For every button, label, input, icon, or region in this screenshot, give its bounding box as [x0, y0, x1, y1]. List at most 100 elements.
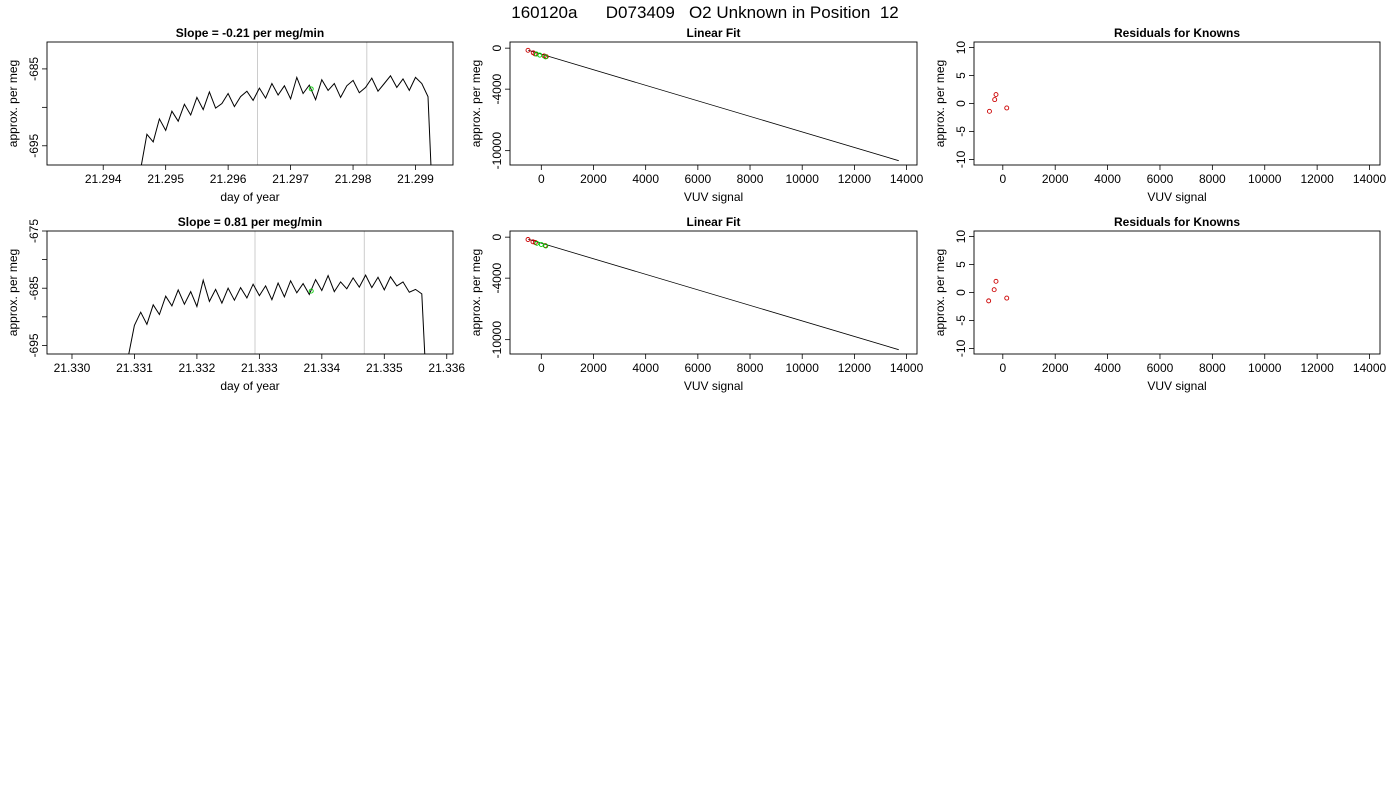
y-axis-label: approx. per meg	[6, 249, 20, 336]
chart-title: Residuals for Knowns	[1114, 26, 1240, 40]
plot-frame	[973, 41, 1381, 166]
data-point	[986, 298, 992, 304]
data-point	[1004, 295, 1010, 301]
y-axis-label: approx. per meg	[6, 60, 20, 147]
data-point	[537, 52, 543, 58]
x-tick-label: 8000	[737, 361, 764, 375]
x-tick-label: 14000	[1353, 172, 1387, 186]
x-tick-label: 10000	[786, 361, 820, 375]
x-tick-label: 8000	[1199, 172, 1226, 186]
x-tick-label: 0	[999, 361, 1006, 375]
x-tick-label: 4000	[632, 172, 659, 186]
x-tick-label: 12000	[838, 172, 872, 186]
x-axis-label: VUV signal	[684, 190, 743, 204]
x-tick-label: 21.298	[335, 172, 372, 186]
y-tick-label: -4000	[490, 262, 504, 293]
y-tick-label: 10	[954, 41, 968, 55]
series-line	[128, 274, 426, 354]
x-tick-label: 21.333	[241, 361, 278, 375]
x-tick-label: 21.295	[147, 172, 184, 186]
data-point	[538, 242, 544, 247]
x-tick-label: 21.336	[428, 361, 465, 375]
y-tick-label: -10	[954, 150, 968, 168]
chart-title: Linear Fit	[686, 215, 740, 229]
plot-area	[128, 274, 426, 354]
plot-area	[525, 237, 899, 351]
x-axis-label: day of year	[220, 190, 279, 204]
y-tick-label: -695	[27, 333, 41, 357]
x-tick-label: 2000	[580, 172, 607, 186]
chart-title: Slope = -0.21 per meg/min	[176, 26, 324, 40]
data-point	[987, 108, 992, 114]
data-point	[308, 288, 314, 294]
plot-frame	[973, 230, 1381, 355]
data-point	[530, 239, 536, 245]
y-axis-label: approx. per meg	[933, 60, 947, 147]
x-tick-label: 12000	[1300, 172, 1334, 186]
x-tick-label: 2000	[580, 361, 607, 375]
panel-ts2: Slope = 0.81 per meg/min 21.330 21.331 21.3…	[6, 215, 465, 393]
data-point	[525, 237, 531, 242]
x-tick-label: 21.332	[179, 361, 216, 375]
x-tick-label: 6000	[684, 172, 711, 186]
y-tick-label: -675	[27, 219, 41, 243]
y-tick-label: -10000	[490, 321, 504, 359]
x-tick-label: 0	[999, 172, 1006, 186]
page-title: 160120a D073409 O2 Unknown in Position 1…	[511, 3, 898, 22]
x-axis-label: VUV signal	[684, 379, 743, 393]
y-tick-label: -5	[954, 315, 968, 326]
x-tick-label: 21.299	[397, 172, 434, 186]
plot-frame	[46, 41, 454, 166]
x-tick-label: 0	[538, 172, 545, 186]
data-point	[308, 86, 314, 92]
x-tick-label: 14000	[890, 172, 924, 186]
y-tick-label: -5	[954, 126, 968, 137]
data-point	[992, 97, 998, 103]
panel-fit1: Linear Fit 0 2000 4000 6000 8000 10000 12000 140…	[469, 26, 924, 204]
data-point	[543, 54, 548, 60]
y-axis-label: approx. per meg	[469, 60, 483, 147]
plot-area	[987, 92, 1010, 114]
plot-frame	[509, 230, 918, 355]
plot-area	[986, 278, 1010, 304]
x-tick-label: 8000	[1199, 361, 1226, 375]
x-tick-label: 10000	[1248, 361, 1282, 375]
data-point	[1004, 105, 1010, 111]
plot-area	[140, 74, 432, 165]
x-tick-label: 21.296	[210, 172, 247, 186]
y-tick-label: 0	[490, 233, 504, 240]
x-tick-label: 2000	[1042, 361, 1069, 375]
x-tick-label: 4000	[1094, 361, 1121, 375]
y-tick-label: 5	[954, 261, 968, 268]
panel-fit2: Linear Fit 0 2000 4000 6000 8000 10000 12000 140…	[469, 215, 924, 393]
x-tick-label: 21.335	[366, 361, 403, 375]
data-point	[993, 92, 999, 98]
x-tick-label: 21.331	[116, 361, 153, 375]
x-axis-label: VUV signal	[1147, 379, 1206, 393]
y-tick-label: 0	[954, 100, 968, 107]
fit-line	[528, 238, 899, 351]
x-tick-label: 8000	[737, 172, 764, 186]
data-point	[991, 287, 997, 293]
x-tick-label: 2000	[1042, 172, 1069, 186]
chart-title: Residuals for Knowns	[1114, 215, 1240, 229]
y-tick-label: -10	[954, 339, 968, 357]
x-tick-label: 21.294	[85, 172, 122, 186]
x-tick-label: 21.330	[54, 361, 91, 375]
y-tick-label: -685	[27, 276, 41, 300]
x-tick-label: 10000	[786, 172, 820, 186]
x-tick-label: 12000	[838, 361, 872, 375]
x-tick-label: 6000	[684, 361, 711, 375]
x-tick-label: 12000	[1300, 361, 1334, 375]
chart-title: Slope = 0.81 per meg/min	[178, 215, 322, 229]
y-tick-label: 10	[954, 230, 968, 244]
y-tick-label: 0	[954, 289, 968, 296]
plot-frame	[509, 41, 918, 166]
x-tick-label: 21.334	[303, 361, 340, 375]
y-tick-label: -695	[27, 133, 41, 157]
y-axis-label: approx. per meg	[933, 249, 947, 336]
data-point	[543, 243, 549, 249]
data-point	[993, 278, 999, 284]
x-tick-label: 6000	[1147, 361, 1174, 375]
x-axis-label: day of year	[220, 379, 279, 393]
